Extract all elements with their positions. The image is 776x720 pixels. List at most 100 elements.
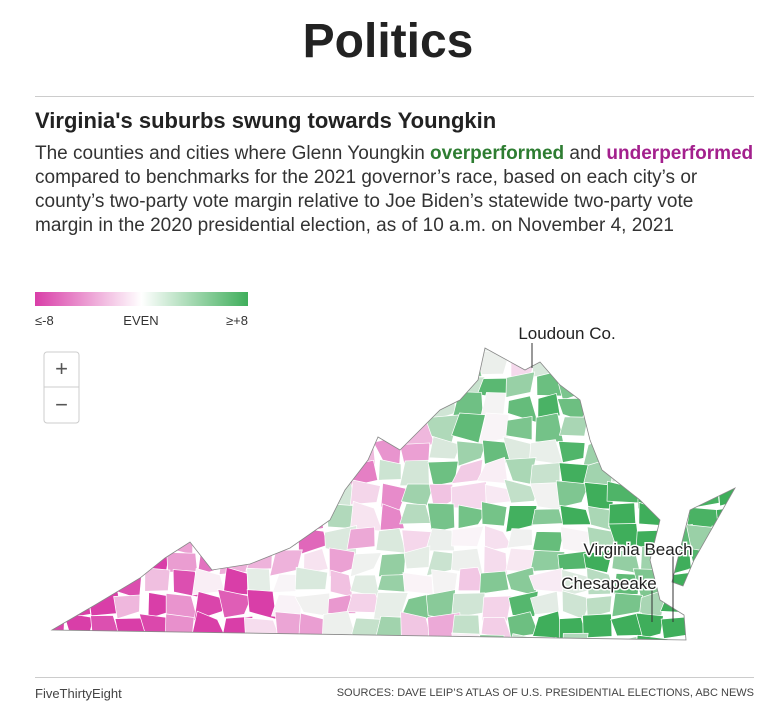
county — [168, 392, 196, 420]
county — [685, 592, 721, 620]
county — [270, 457, 305, 487]
county — [220, 348, 248, 350]
county — [688, 548, 717, 578]
county — [91, 348, 124, 358]
county — [90, 615, 120, 640]
county — [428, 436, 461, 460]
county — [63, 509, 95, 529]
county — [249, 348, 280, 355]
county — [346, 526, 376, 550]
county — [529, 462, 561, 486]
county — [192, 351, 224, 375]
page-title: Politics — [302, 15, 474, 68]
county — [711, 348, 735, 356]
county — [141, 348, 174, 350]
county — [114, 463, 144, 485]
county — [301, 458, 328, 488]
county — [663, 349, 691, 371]
county — [456, 440, 487, 467]
county — [144, 567, 171, 592]
county — [638, 391, 666, 417]
county — [62, 550, 96, 576]
county — [583, 348, 614, 379]
county — [113, 594, 141, 620]
county — [717, 637, 735, 640]
county — [142, 348, 175, 377]
county — [112, 637, 147, 640]
counties — [52, 348, 770, 640]
county — [373, 348, 405, 353]
county — [294, 566, 329, 591]
county — [738, 416, 767, 443]
map-label: Chesapeake — [561, 574, 656, 593]
county — [606, 480, 640, 504]
county — [322, 633, 353, 640]
county — [223, 418, 253, 446]
county — [245, 553, 273, 571]
county — [296, 484, 327, 509]
county — [166, 531, 194, 556]
legend-label: EVEN — [123, 313, 158, 328]
county — [558, 416, 589, 437]
county — [217, 588, 253, 619]
county — [144, 417, 172, 444]
county — [52, 462, 71, 489]
county — [244, 501, 279, 526]
county — [91, 523, 123, 553]
county — [505, 416, 533, 441]
county — [608, 368, 643, 402]
county — [298, 348, 325, 376]
county — [165, 374, 200, 397]
county — [428, 348, 456, 357]
county — [688, 435, 720, 463]
county — [712, 371, 735, 397]
county — [741, 461, 770, 483]
county — [221, 526, 249, 554]
county — [425, 635, 455, 640]
county — [52, 634, 70, 640]
county — [87, 395, 120, 420]
county — [270, 435, 302, 465]
county — [404, 391, 433, 419]
county — [248, 390, 276, 422]
county — [426, 550, 457, 577]
county — [660, 456, 692, 487]
county — [399, 348, 427, 354]
county — [245, 524, 273, 554]
county — [687, 638, 719, 640]
county — [219, 348, 250, 377]
county — [556, 375, 587, 401]
county — [584, 392, 617, 422]
county — [584, 420, 617, 439]
county — [139, 369, 168, 395]
county — [117, 437, 146, 462]
county — [400, 483, 435, 507]
county — [223, 375, 250, 399]
county — [274, 416, 299, 444]
county — [295, 369, 330, 399]
county — [91, 368, 122, 397]
county — [634, 435, 669, 460]
county — [144, 636, 172, 640]
county — [242, 435, 278, 464]
zoom-out[interactable]: − — [55, 392, 68, 417]
county — [52, 567, 68, 598]
county — [608, 523, 641, 551]
county — [587, 505, 612, 531]
county — [294, 438, 326, 468]
county — [61, 463, 92, 489]
county — [52, 544, 68, 569]
map-label: Loudoun Co. — [518, 324, 615, 343]
legend-label: ≥+8 — [226, 313, 248, 328]
county — [90, 502, 124, 530]
county — [740, 435, 770, 466]
county — [663, 480, 695, 505]
zoom-in[interactable]: + — [55, 356, 68, 381]
county — [663, 371, 691, 400]
county — [195, 369, 223, 398]
description: The counties and cities where Glenn Youn… — [35, 142, 755, 238]
county — [245, 479, 275, 509]
county — [558, 441, 586, 464]
county — [373, 414, 410, 438]
county — [271, 485, 305, 507]
